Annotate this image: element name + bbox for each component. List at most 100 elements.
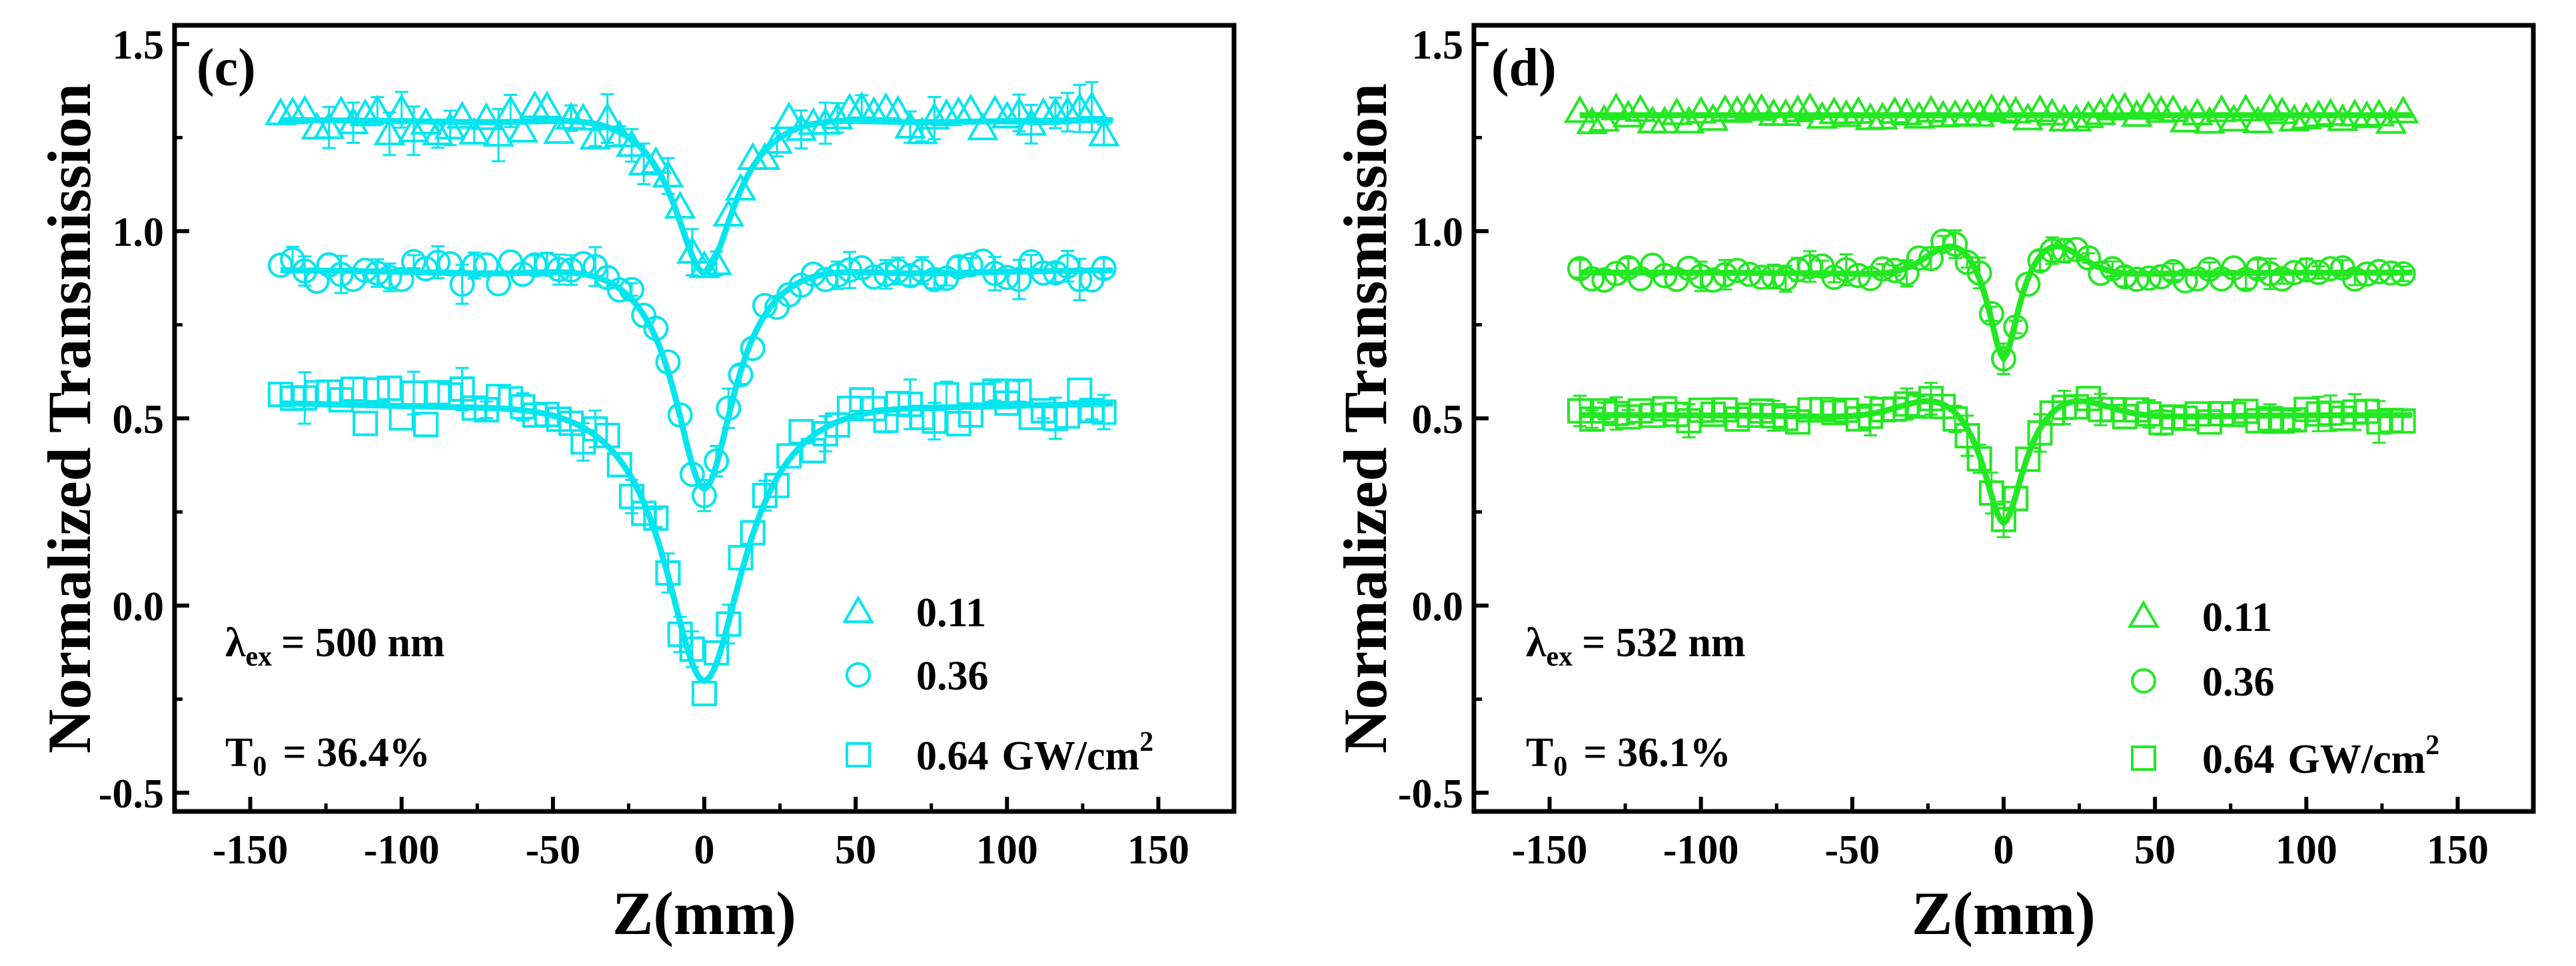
data-point-c-0 — [930, 98, 963, 127]
data-point-c-0 — [458, 117, 490, 145]
y-tick-label-d: 0.0 — [1412, 584, 1464, 630]
data-point-d-0 — [1770, 98, 1802, 127]
legend-label-c-0: 0.11 — [916, 590, 986, 636]
data-point-c-2 — [388, 405, 414, 431]
y-tick-label-d: 1.5 — [1412, 23, 1464, 68]
data-point-c-1 — [1091, 255, 1117, 281]
data-point-c-0 — [906, 116, 938, 145]
data-point-d-0 — [2169, 105, 2202, 133]
data-point-d-0 — [1660, 97, 1693, 125]
data-point-d-1 — [2124, 266, 2150, 292]
data-point-c-1 — [752, 292, 778, 318]
x-axis-title-d: Z(mm) — [1912, 879, 2096, 947]
x-tick-label-d: 50 — [2134, 827, 2176, 873]
data-point-d-0 — [2121, 99, 2153, 127]
legend-label-d-0: 0.11 — [2202, 595, 2272, 640]
data-point-c-2 — [934, 382, 960, 408]
data-point-d-0 — [2375, 105, 2407, 134]
data-point-d-0 — [2363, 99, 2395, 127]
data-point-d-0 — [1866, 101, 1899, 130]
data-point-c-0 — [954, 93, 987, 122]
data-point-d-0 — [1721, 95, 1754, 123]
data-point-d-1 — [2390, 261, 2416, 287]
data-point-d-0 — [1963, 99, 1996, 127]
data-point-c-2 — [340, 376, 366, 402]
data-point-c-0 — [809, 107, 842, 135]
data-point-c-0 — [761, 126, 793, 154]
data-point-c-0 — [894, 111, 926, 139]
t-subscript-d: 0 — [1553, 751, 1567, 782]
data-point-c-0 — [834, 93, 866, 121]
data-point-d-1 — [1942, 231, 1968, 257]
data-point-d-0 — [2218, 103, 2250, 132]
legend-marker-d-1 — [2131, 668, 2156, 694]
data-point-c-0 — [470, 102, 502, 131]
data-point-d-0 — [2157, 94, 2190, 123]
y-tick-label-c: -0.5 — [99, 771, 164, 817]
annotation-wavelength-c: λex = 500 nm — [225, 620, 445, 672]
legend-symbol-d-0 — [2128, 600, 2160, 628]
data-point-c-0 — [373, 117, 406, 146]
data-point-d-1 — [1833, 257, 1859, 283]
plot-area-c — [265, 81, 1120, 706]
data-point-d-0 — [1782, 94, 1814, 123]
data-point-c-0 — [640, 146, 672, 175]
data-point-c-2 — [776, 443, 802, 469]
data-point-d-0 — [1576, 106, 1609, 135]
data-point-c-2 — [679, 636, 705, 662]
data-point-d-0 — [1672, 105, 1705, 134]
svg-text:T0= 36.4%: T0 = 36.4% — [225, 730, 430, 782]
data-point-c-0 — [700, 247, 733, 275]
y-tick-label-c: 1.0 — [113, 210, 165, 255]
legend-units-sup-d: 2 — [2425, 730, 2439, 761]
data-point-d-0 — [1842, 96, 1874, 124]
data-point-c-0 — [676, 236, 708, 264]
legend-units-sup-c: 2 — [1139, 727, 1153, 757]
transmittance-value-c: = 36.4% — [283, 730, 430, 775]
data-point-c-1 — [982, 260, 1008, 286]
data-point-d-1 — [1579, 266, 1605, 292]
data-point-c-1 — [728, 362, 754, 388]
data-point-d-0 — [2351, 100, 2383, 129]
data-point-d-1 — [1991, 346, 2016, 372]
data-point-d-1 — [2269, 266, 2295, 292]
legend-marker-c-1 — [846, 662, 871, 688]
data-point-c-0 — [349, 98, 382, 127]
data-point-c-0 — [482, 119, 514, 147]
data-point-d-1 — [1724, 257, 1750, 283]
data-point-d-0 — [2387, 95, 2419, 124]
data-point-c-1 — [1006, 266, 1032, 292]
x-tick-label-d: 150 — [2427, 827, 2489, 873]
panel-label-c: (c) — [197, 39, 256, 97]
data-point-c-0 — [579, 121, 612, 150]
y-tick-label-d: 1.0 — [1412, 210, 1464, 255]
data-point-d-0 — [2302, 99, 2335, 127]
data-point-c-0 — [277, 96, 309, 125]
data-point-d-1 — [2003, 314, 2029, 340]
data-point-d-0 — [1830, 99, 1862, 127]
data-point-c-0 — [652, 159, 684, 188]
x-tick-label-c: -150 — [213, 827, 289, 873]
data-point-c-0 — [785, 113, 818, 141]
plot-frame-c — [172, 23, 1237, 814]
data-point-c-0 — [1075, 91, 1108, 119]
wavelength-value-c: = 500 nm — [281, 620, 444, 666]
transmittance-value-d: = 36.1% — [1583, 730, 1730, 775]
data-point-c-0 — [967, 112, 999, 141]
data-point-d-0 — [1902, 101, 1935, 129]
data-point-d-0 — [2084, 97, 2117, 125]
data-point-c-2 — [594, 422, 620, 448]
x-tick-label-d: -50 — [1825, 827, 1880, 873]
data-point-d-2 — [1978, 480, 2004, 506]
lambda-symbol-c: λ — [225, 620, 246, 666]
legend-marker-d-0 — [2128, 600, 2160, 628]
data-point-c-1 — [655, 349, 681, 375]
data-point-c-0 — [506, 115, 539, 143]
data-point-c-0 — [337, 106, 369, 135]
fit-curve-d-2 — [1579, 398, 2413, 528]
data-point-c-0 — [1051, 95, 1083, 124]
x-tick-label-c: 150 — [1127, 827, 1189, 873]
data-point-c-1 — [400, 248, 426, 274]
data-point-d-1 — [2366, 258, 2392, 284]
